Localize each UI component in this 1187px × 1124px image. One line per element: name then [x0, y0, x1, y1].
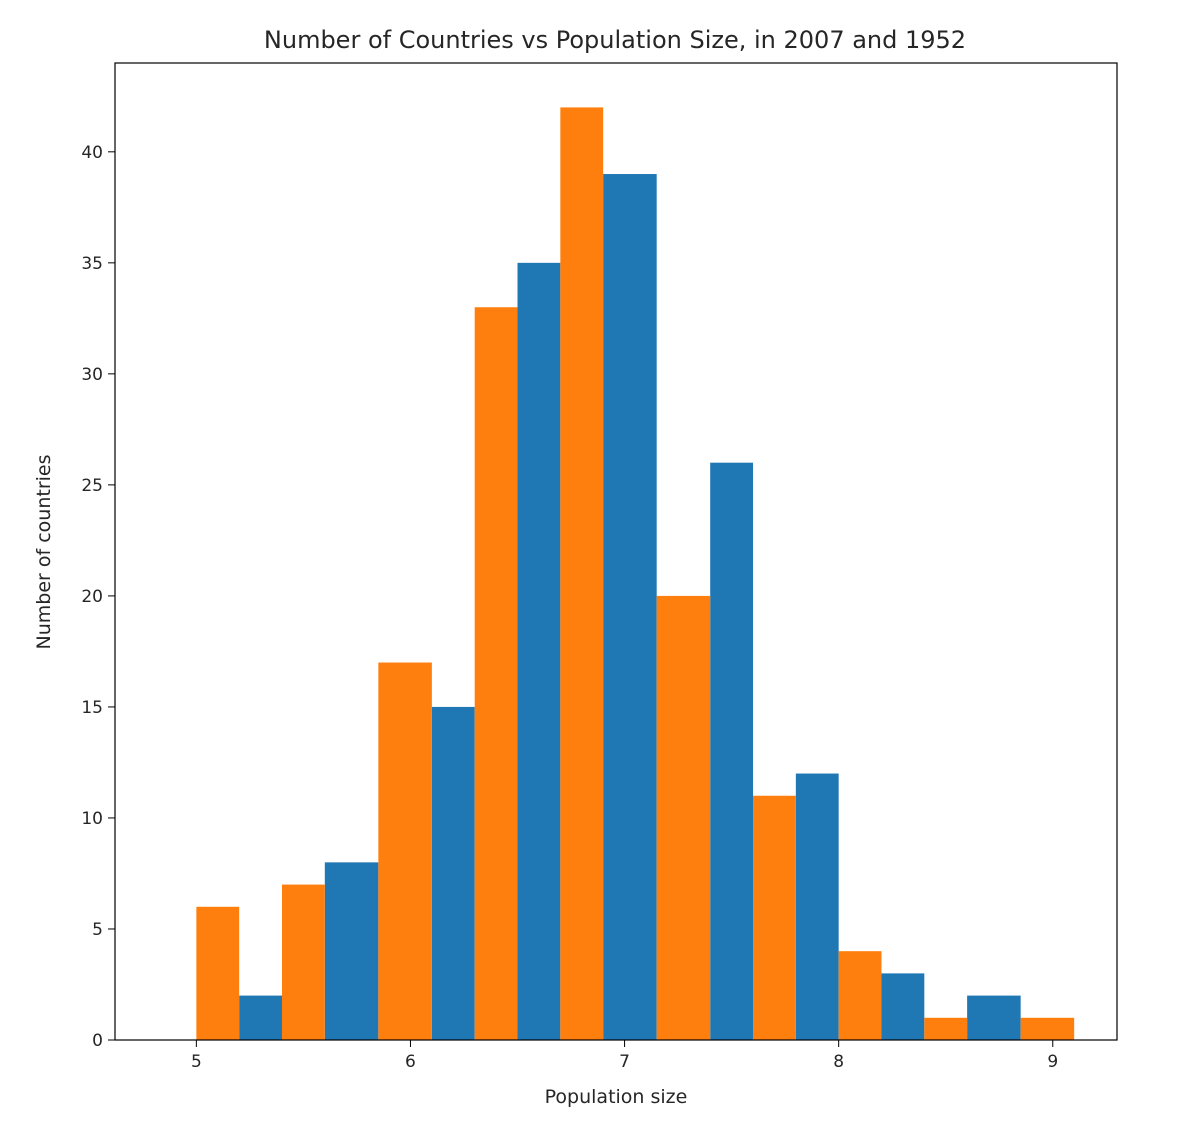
plot-area-frame [114, 62, 1118, 1041]
x-tick-label: 7 [619, 1052, 630, 1072]
x-tick-label: 9 [1047, 1052, 1058, 1072]
y-tick-label: 20 [81, 587, 103, 607]
y-tick-label: 30 [81, 365, 103, 385]
bar-series-1-bin-4 [431, 706, 475, 1040]
bar-series-2-bin-5 [560, 107, 604, 1041]
bar-series-1-bin-8 [795, 773, 839, 1040]
bar-series-1-bin-9 [881, 973, 925, 1040]
bar-series-1-bin-5 [517, 262, 561, 1040]
bar-series-2-bin-9 [924, 1017, 968, 1040]
y-tick-label: 5 [92, 920, 103, 940]
bar-series-2-bin-4 [474, 307, 518, 1040]
x-axis-ticks: 5 6 7 8 9 [191, 1040, 1058, 1072]
x-tick-label: 8 [833, 1052, 844, 1072]
bar-series-1-bin-10 [967, 995, 1021, 1040]
bar-series-2-bin-2 [282, 884, 325, 1040]
bar-series-1-bin-7 [710, 462, 754, 1040]
bar-series-1-bin-3 [324, 862, 379, 1040]
x-tick-label: 5 [191, 1052, 202, 1072]
y-tick-label: 40 [81, 143, 103, 163]
bar-series-1-bin-6 [603, 174, 657, 1041]
y-tick-label: 10 [81, 809, 103, 829]
bar-series-2-bin-8 [838, 951, 882, 1040]
bar-series-1-bin-2 [239, 995, 282, 1040]
bar-series-2-bin-3 [378, 662, 432, 1040]
bars-layer [196, 107, 1075, 1041]
y-tick-label: 15 [81, 698, 103, 718]
bar-series-2-bin-6 [656, 595, 711, 1040]
y-tick-label: 25 [81, 476, 103, 496]
bar-series-2-bin-1 [196, 906, 240, 1040]
x-tick-label: 6 [405, 1052, 416, 1072]
y-tick-label: 35 [81, 254, 103, 274]
y-axis-ticks: 0 5 10 15 20 25 30 35 40 [81, 143, 115, 1051]
y-axis-label: Number of countries [33, 454, 55, 649]
chart-title: Number of Countries vs Population Size, … [264, 26, 966, 54]
y-tick-label: 0 [92, 1031, 103, 1051]
bar-series-2-bin-7 [753, 795, 796, 1040]
bar-series-2-bin-10 [1020, 1017, 1075, 1040]
x-axis-label: Population size [545, 1086, 688, 1108]
